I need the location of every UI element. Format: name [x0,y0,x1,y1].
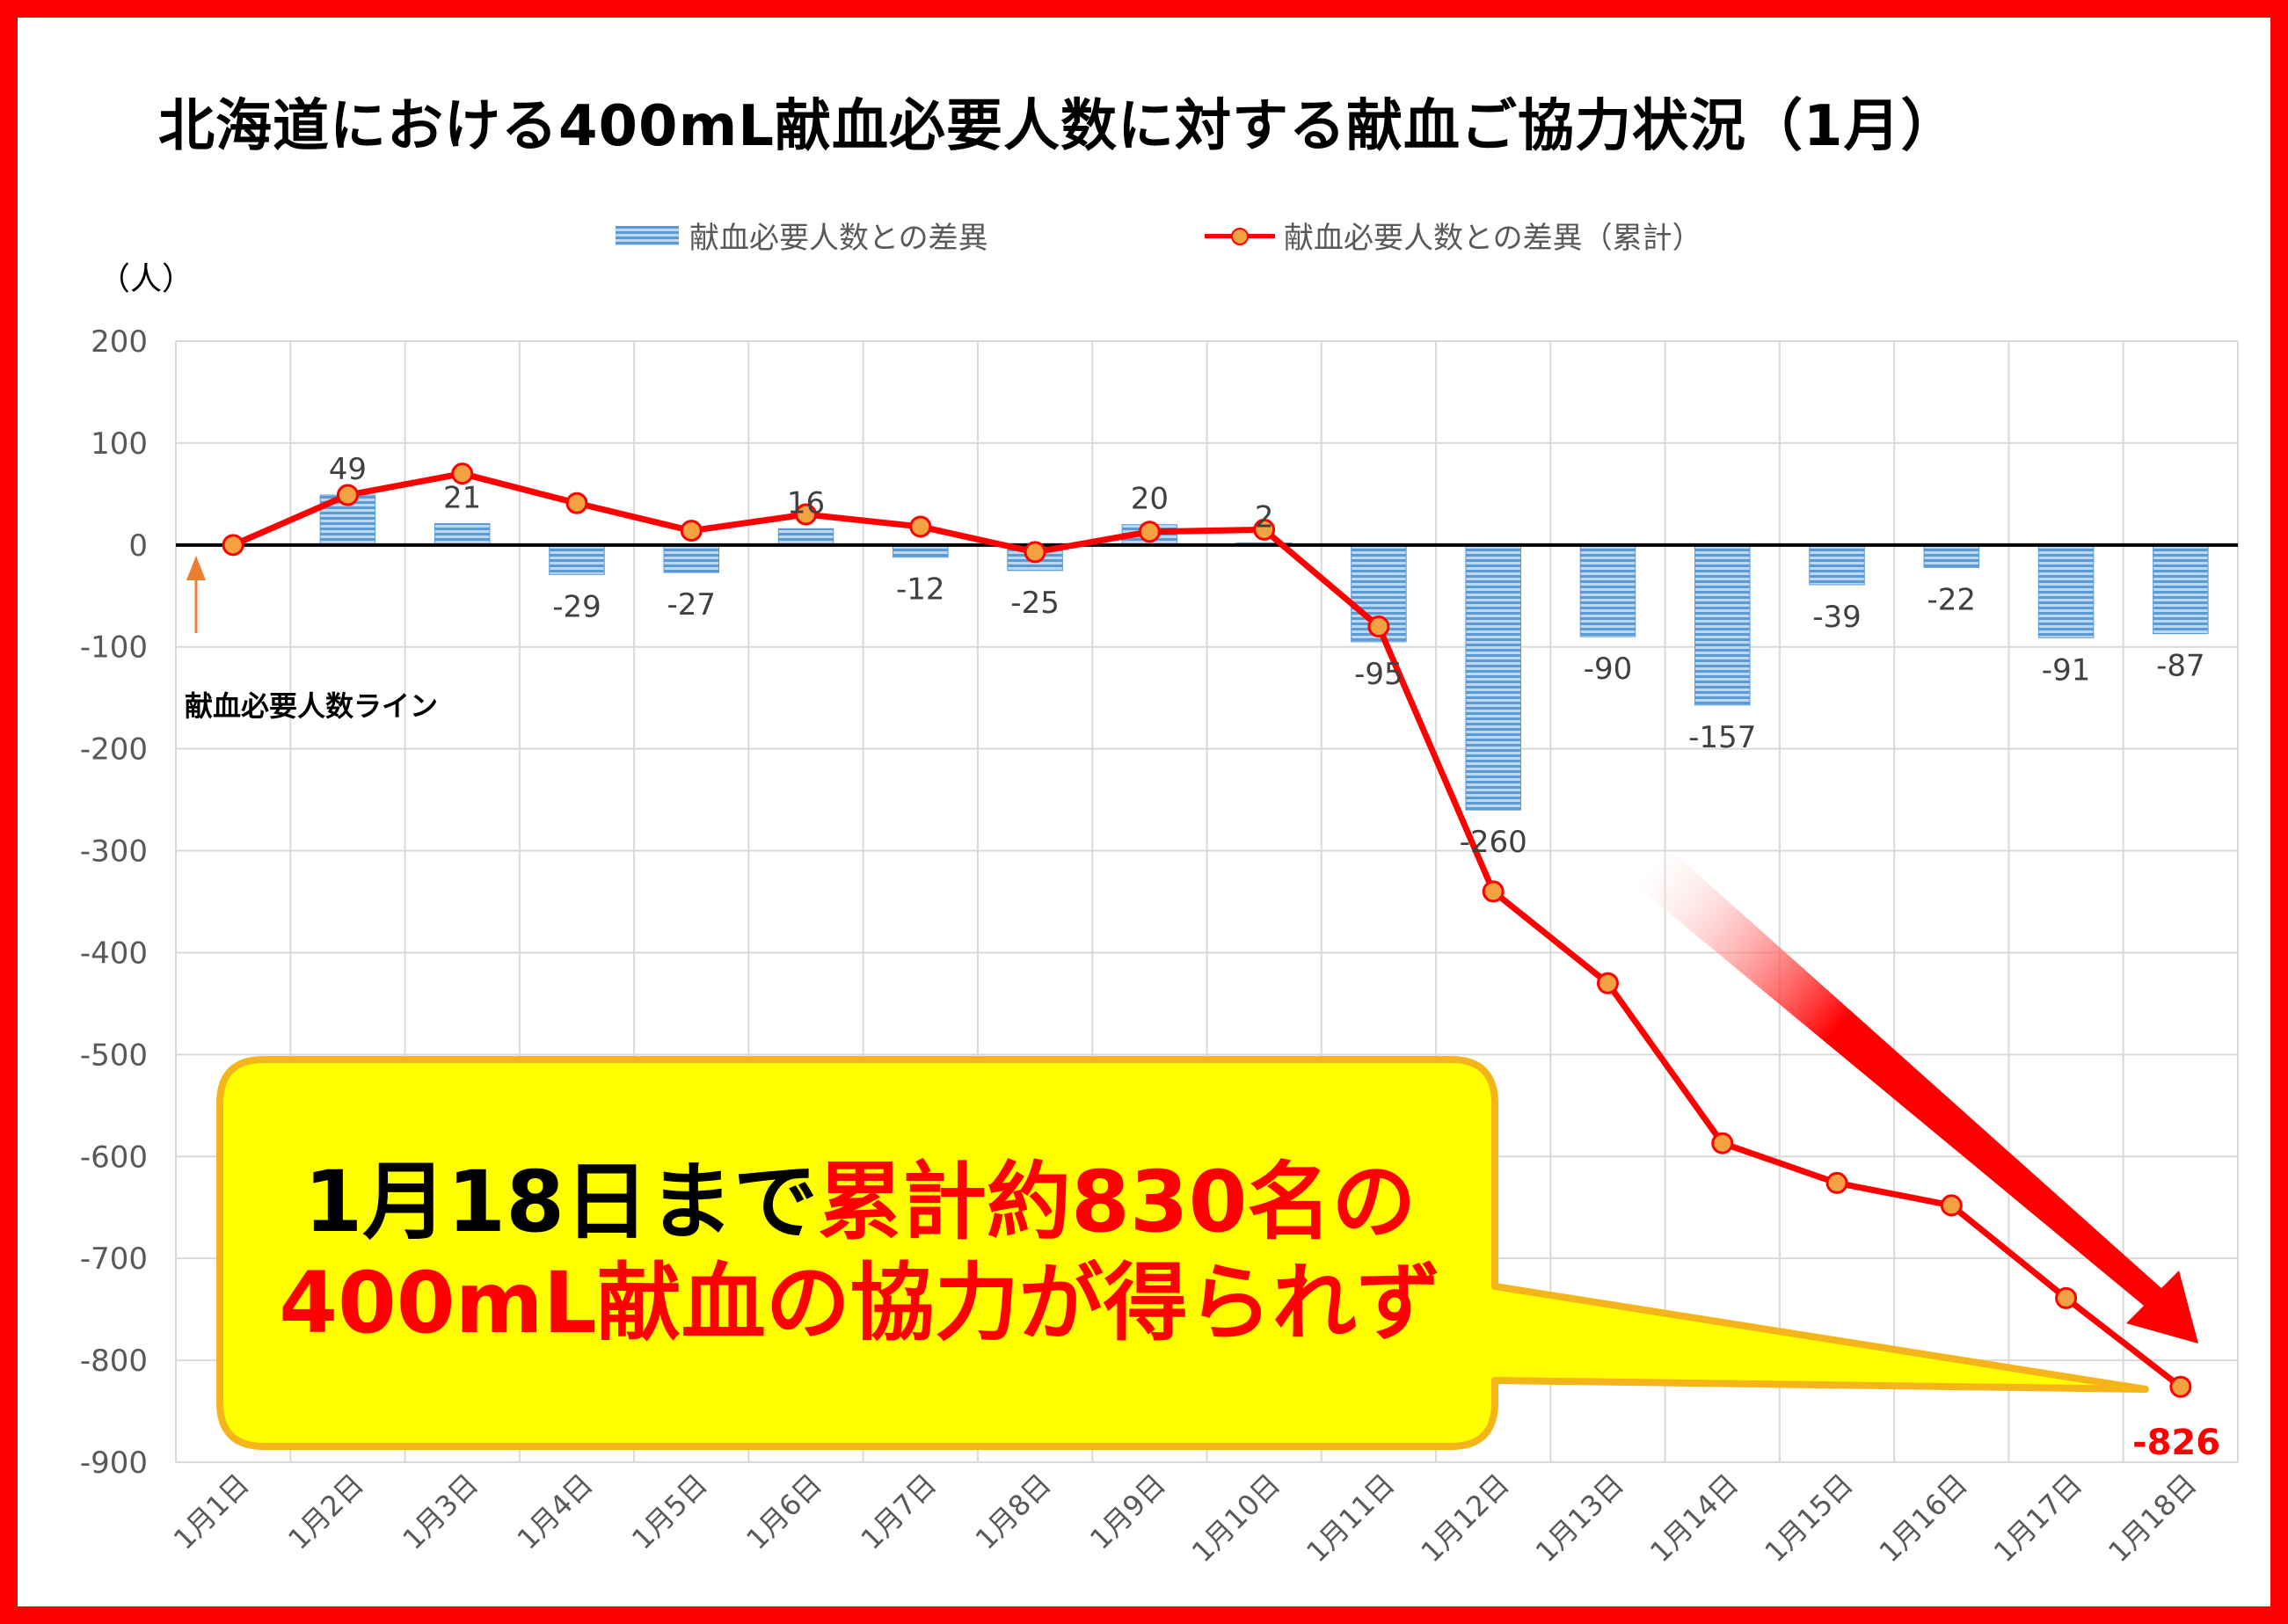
cumulative-marker [336,484,359,506]
x-tick-label: 1月13日 [1529,1467,1630,1569]
y-tick-label: -800 [80,1344,148,1379]
cumulative-marker [909,515,932,538]
bar-data-label: 20 [1131,482,1169,517]
legend-line-swatch [1205,225,1275,246]
x-tick-label: 1月5日 [625,1467,714,1556]
cumulative-marker [795,503,818,526]
trend-arrow [1634,848,2198,1344]
legend-item-bar: 献血必要人数との差異 [616,214,988,257]
bar-data-label: 49 [329,452,367,487]
x-tick-label: 1月7日 [855,1467,944,1556]
bar-data-label: -22 [1927,582,1977,617]
cumulative-marker [222,534,244,557]
cumulative-marker [1138,521,1161,543]
bar-data-label: 2 [1255,500,1274,535]
y-axis-unit: （人） [98,261,194,297]
bar-1月18日 [2153,544,2209,635]
chart-title: 北海道における400mL献血必要人数に対する献血ご協力状況（1月） [158,94,1958,159]
callout-date-text: 1月18日まで [303,1153,818,1251]
y-tick-label: 100 [91,426,148,462]
callout-bubble [216,1056,2149,1450]
x-tick-label: 1月17日 [1987,1467,2088,1569]
y-tick-label: -400 [80,936,148,971]
bar-data-label: -91 [2042,652,2091,688]
x-tick-label: 1月3日 [396,1467,485,1556]
x-tick-label: 1月10日 [1185,1467,1286,1569]
x-tick-label: 1月1日 [167,1467,256,1556]
bar-1月6日 [777,528,834,546]
callout-line-2: 400mL献血の協力が得られず [279,1254,1441,1352]
legend-bar-label: 献血必要人数との差異 [689,221,988,256]
x-tick-label: 1月2日 [281,1467,370,1556]
y-tick-label: -500 [80,1038,148,1073]
cumulative-marker [565,492,588,514]
bar-1月16日 [1923,544,1980,568]
y-tick-label: 0 [128,528,148,564]
bar-data-label: -29 [552,589,601,624]
bar-1月7日 [893,544,949,558]
bar-data-label: 21 [443,480,481,515]
x-tick-label: 1月15日 [1758,1467,1859,1569]
y-tick-label: -700 [80,1242,148,1277]
bar-data-label: -95 [1354,657,1403,692]
x-tick-label: 1月6日 [740,1467,828,1556]
legend-bar-swatch [616,225,679,245]
bar-1月12日 [1465,544,1521,811]
bar-data-label: -260 [1460,825,1527,860]
callout-line-1: 1月18日まで累計約830名の [227,1152,1493,1253]
bar-data-label: -90 [1584,652,1633,687]
x-tick-label: 1月9日 [1083,1467,1172,1556]
final-value-label: -826 [2132,1423,2221,1463]
cumulative-marker [1825,1171,1848,1194]
cumulative-marker [1482,880,1505,903]
callout-total-text: 累計約830名の [818,1153,1417,1251]
cumulative-marker [1596,972,1619,994]
y-tick-label: -600 [80,1140,148,1175]
bar-1月5日 [663,544,720,573]
cumulative-line [231,470,2183,1389]
y-tick-label: -900 [80,1446,148,1481]
cumulative-marker [451,462,474,485]
bar-1月3日 [434,522,491,546]
x-tick-label: 1月8日 [969,1467,1058,1556]
cumulative-marker [1253,518,1276,541]
bar-1月14日 [1694,544,1751,706]
y-tick-label: -200 [80,732,148,768]
bar-1月13日 [1579,544,1636,637]
y-tick-label: -100 [80,630,148,666]
reference-line-label: 献血必要人数ライン [185,689,439,723]
cumulative-marker [680,520,703,543]
bar-1月4日 [549,544,605,575]
cumulative-marker [1711,1132,1734,1154]
bar-data-label: -87 [2156,649,2205,684]
bar-data-label: -12 [896,572,945,608]
bar-data-label: 16 [787,485,825,521]
bar-1月15日 [1809,544,1865,586]
x-tick-label: 1月18日 [2102,1467,2203,1569]
y-tick-label: -300 [80,834,148,870]
cumulative-marker [1024,541,1046,564]
bar-data-label: -25 [1010,586,1060,621]
legend-line-label: 献血必要人数との差異（累計） [1284,221,1702,256]
cumulative-marker [1940,1194,1963,1217]
reference-arrow-head [186,556,206,580]
bar-data-label: -39 [1812,600,1862,635]
bar-1月17日 [2037,544,2095,638]
x-tick-label: 1月11日 [1300,1467,1401,1569]
x-tick-label: 1月14日 [1643,1467,1745,1569]
bar-data-label: -157 [1688,720,1756,755]
cumulative-marker [1367,615,1390,638]
callout-text: 1月18日まで累計約830名の 400mL献血の協力が得られず [227,1152,1493,1354]
x-tick-label: 1月4日 [511,1467,600,1556]
cumulative-marker [2169,1375,2192,1398]
legend-item-line: 献血必要人数との差異（累計） [1205,214,1702,257]
x-tick-label: 1月12日 [1415,1467,1516,1569]
x-tick-label: 1月16日 [1873,1467,1974,1569]
bar-data-label: -27 [667,587,716,623]
cumulative-marker [2055,1286,2078,1309]
y-tick-label: 200 [91,324,148,360]
